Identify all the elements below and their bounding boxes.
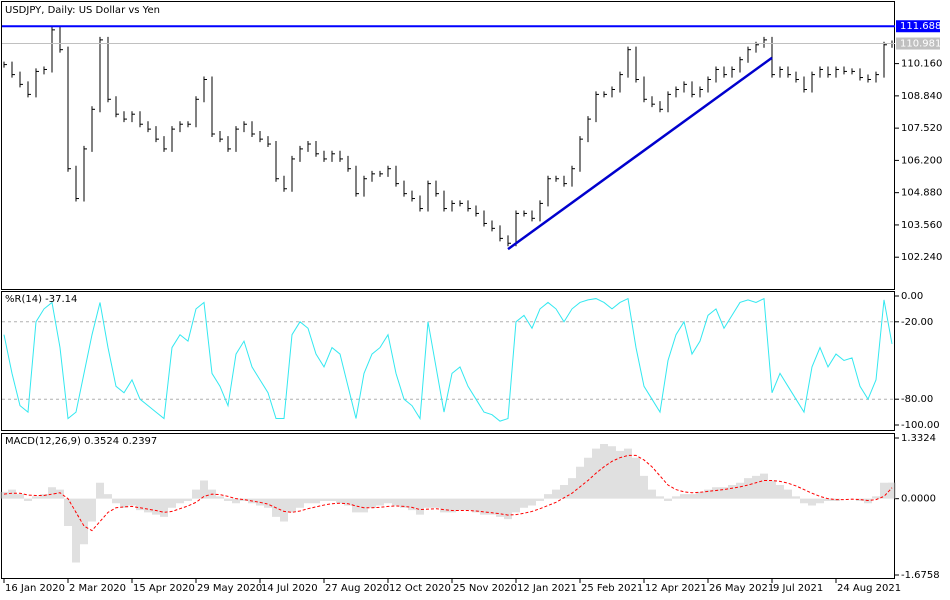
hline-label: 111.688 [900,21,941,32]
x-tick-label: 2 Mar 2020 [69,583,126,594]
trendline [507,56,773,251]
x-tick-label: 14 Jul 2020 [261,583,318,594]
pane-title: USDJPY, Daily: US Dollar vs Yen [5,5,160,16]
x-tick-label: 25 Nov 2020 [453,583,517,594]
y-tick-label: 106.200 [901,155,942,166]
y-tick-label: 107.520 [901,123,942,134]
x-tick-label: 29 May 2020 [197,583,262,594]
y-tick-label: 0.0000 [901,494,936,505]
y-tick-label: 110.160 [901,59,942,70]
x-tick-label: 27 Aug 2020 [325,583,389,594]
indicator-line [3,297,893,422]
y-tick-label: 0.00 [901,291,923,302]
x-tick-label: 16 Jan 2020 [5,583,65,594]
pane-title: MACD(12,26,9) 0.3524 0.2397 [5,436,157,447]
williams-pane [1,291,895,431]
y-tick-label: -1.6758 [901,570,940,581]
bid-label-bg [896,37,940,50]
y-tick-label: 104.880 [901,188,942,199]
x-tick-label: 25 Feb 2021 [581,583,643,594]
x-tick-label: 26 May 2021 [709,583,774,594]
y-tick-label: 102.240 [901,252,942,263]
bid-label: 110.981 [900,39,941,50]
hline-label-bg [896,20,940,33]
x-tick-label: 12 Oct 2020 [389,583,451,594]
x-tick-label: 9 Jul 2021 [773,583,823,594]
x-tick-label: 12 Jan 2021 [517,583,577,594]
y-tick-label: 1.3324 [901,433,936,444]
y-tick-label: -80.00 [901,394,933,405]
y-tick-label: 108.840 [901,91,942,102]
x-tick-label: 24 Aug 2021 [837,583,901,594]
signal-line [3,454,893,532]
y-tick-label: -100.00 [901,420,940,431]
y-tick-label: -20.00 [901,317,933,328]
price-pane [1,1,895,290]
y-tick-label: 103.560 [901,220,942,231]
pane-title: %R(14) -37.14 [5,294,77,305]
x-tick-label: 15 Apr 2020 [133,583,195,594]
x-tick-label: 12 Apr 2021 [645,583,707,594]
macd-pane [1,433,895,579]
